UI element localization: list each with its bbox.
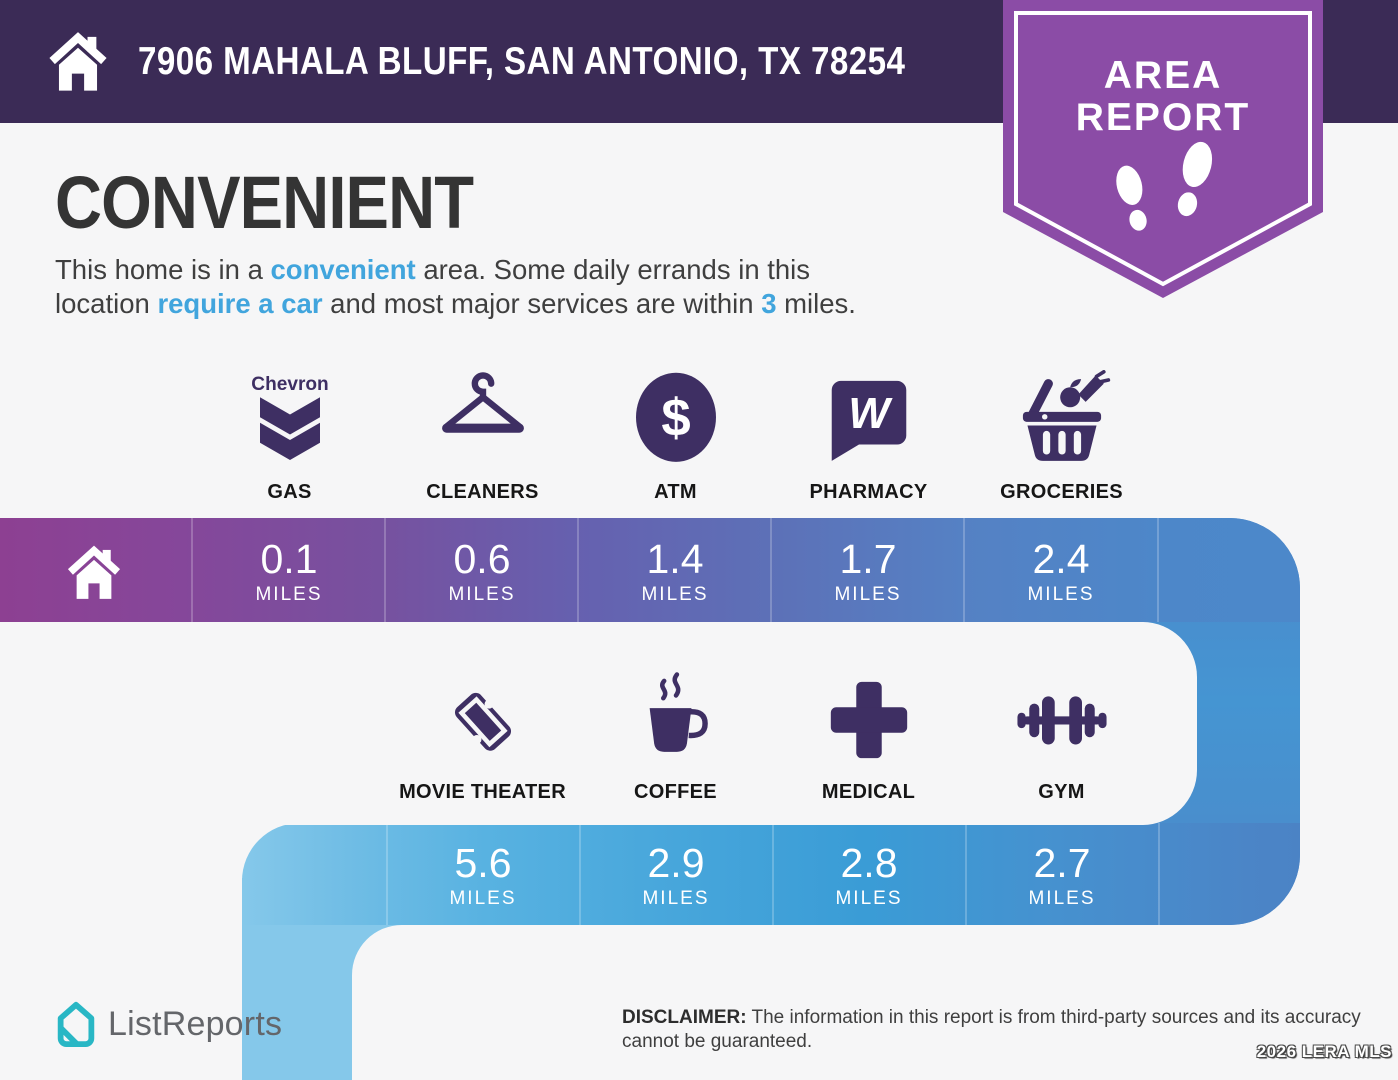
intro-text: location	[55, 288, 158, 319]
listreports-logo: ListReports	[52, 998, 282, 1050]
property-address: 7906 MAHALA BLUFF, SAN ANTONIO, TX 78254	[138, 39, 906, 83]
distance-value: 0.6	[453, 535, 511, 582]
distance-unit: MILES	[255, 583, 323, 605]
bar-divider	[579, 823, 581, 925]
bar-divider	[965, 823, 967, 925]
intro-highlight-car: require a car	[157, 288, 323, 319]
amenity-cleaners: CLEANERS	[386, 370, 579, 504]
intro-text: and most major services are within	[322, 288, 762, 319]
intro-text: This home is in a	[55, 254, 271, 285]
bar-divider	[1158, 823, 1160, 925]
bar-divider	[770, 518, 772, 622]
home-icon	[67, 545, 121, 599]
walgreens-icon: W	[831, 380, 906, 461]
intro-text: area. Some daily errands in this	[415, 254, 811, 285]
amenity-label: GYM	[1038, 781, 1085, 803]
bar-divider	[577, 518, 579, 622]
coffee-cup-icon	[649, 672, 708, 752]
bar-divider	[963, 518, 965, 622]
amenity-pharmacy: W PHARMACY	[772, 370, 965, 504]
distance-unit: MILES	[1028, 887, 1096, 909]
amenity-label: CLEANERS	[426, 481, 539, 503]
intro-paragraph: This home is in a convenient area. Some …	[55, 253, 955, 321]
house-icon	[49, 32, 107, 91]
distance-cell-cleaners: 0.6 MILES	[386, 518, 578, 622]
distance-cell-pharmacy: 1.7 MILES	[772, 518, 964, 622]
distance-unit: MILES	[449, 887, 517, 909]
medical-cross-icon	[830, 681, 907, 759]
area-report-badge: AREA REPORT	[1003, 0, 1323, 298]
amenity-label: GAS	[267, 481, 312, 503]
content-panel-middle	[0, 622, 1197, 825]
mls-credit: 2026 LERA MLS	[1256, 1042, 1392, 1061]
intro-highlight-convenient: convenient	[270, 254, 416, 285]
distance-unit: MILES	[448, 583, 516, 605]
distance-value: 2.4	[1032, 535, 1090, 582]
grocery-basket-icon	[1022, 370, 1110, 461]
chevron-gas-icon: Chevron	[251, 374, 328, 460]
distance-unit: MILES	[1027, 583, 1095, 605]
bar-divider	[191, 518, 193, 622]
listreports-icon	[57, 1001, 95, 1048]
distance-value: 1.4	[646, 535, 704, 582]
badge-line1: AREA	[1104, 54, 1223, 97]
distance-unit: MILES	[641, 583, 709, 605]
amenity-label: ATM	[654, 481, 697, 503]
dumbbell-icon	[1016, 696, 1107, 745]
distance-unit: MILES	[834, 583, 902, 605]
amenity-label: PHARMACY	[809, 481, 928, 503]
amenity-label: MOVIE THEATER	[399, 781, 566, 803]
distance-bar-row1: 0.1 MILES 0.6 MILES 1.4 MILES 1.7 MILES …	[0, 518, 1300, 622]
amenity-coffee: COFFEE	[579, 670, 772, 804]
distance-value: 0.1	[260, 535, 318, 582]
listreports-wordmark: ListReports	[108, 1004, 283, 1043]
distance-value: 1.7	[839, 535, 897, 582]
distance-bar-row2: 5.6 MILES 2.9 MILES 2.8 MILES 2.7 MILES	[242, 823, 1300, 925]
distance-value: 2.9	[647, 839, 705, 886]
amenity-atm: $ ATM	[579, 370, 772, 504]
chevron-brand-text: Chevron	[251, 374, 328, 395]
distance-cell-atm: 1.4 MILES	[579, 518, 771, 622]
walgreens-w: W	[848, 390, 893, 438]
distance-value: 5.6	[454, 839, 512, 886]
badge-line2: REPORT	[1076, 96, 1251, 139]
distance-cell-gym: 2.7 MILES	[966, 823, 1158, 925]
amenity-row-1: Chevron GAS CLEANERS $ ATM W	[193, 370, 1158, 504]
distance-unit: MILES	[642, 887, 710, 909]
intro-highlight-miles: 3	[761, 288, 777, 319]
dollar-circle-icon: $	[635, 372, 716, 462]
bar-divider	[386, 823, 388, 925]
distance-cell-coffee: 2.9 MILES	[580, 823, 772, 925]
amenity-movie-theater: MOVIE THEATER	[386, 670, 579, 804]
distance-cell-groceries: 2.4 MILES	[965, 518, 1157, 622]
distance-unit: MILES	[835, 887, 903, 909]
amenity-gym: GYM	[965, 670, 1158, 804]
amenity-groceries: GROCERIES	[965, 370, 1158, 504]
amenity-label: COFFEE	[634, 781, 717, 803]
disclaimer: DISCLAIMER: The information in this repo…	[622, 1006, 1362, 1054]
amenity-medical: MEDICAL	[772, 670, 965, 804]
bar-divider	[384, 518, 386, 622]
page-title: CONVENIENT	[55, 161, 474, 244]
movie-ticket-icon	[454, 692, 511, 751]
dollar-sign: $	[661, 388, 690, 447]
amenity-label: MEDICAL	[821, 781, 916, 803]
bar-divider	[1157, 518, 1159, 622]
disclaimer-label: DISCLAIMER:	[622, 1007, 747, 1028]
distance-value: 2.8	[840, 839, 898, 886]
hanger-icon	[441, 372, 524, 433]
distance-cell-movie-theater: 5.6 MILES	[387, 823, 579, 925]
amenity-row-2: MOVIE THEATER COFFEE MEDICAL	[386, 670, 1158, 804]
content-panel-bottom	[352, 925, 1398, 1080]
intro-text: miles.	[776, 288, 856, 319]
amenity-label: GROCERIES	[1000, 481, 1123, 503]
disclaimer-text: The information in this report is from t…	[622, 1007, 1361, 1052]
distance-cell-medical: 2.8 MILES	[773, 823, 965, 925]
distance-value: 2.7	[1033, 839, 1091, 886]
footprints-icon	[1116, 141, 1213, 231]
bar-divider	[772, 823, 774, 925]
amenity-gas: Chevron GAS	[193, 370, 386, 504]
distance-cell-gas: 0.1 MILES	[193, 518, 385, 622]
